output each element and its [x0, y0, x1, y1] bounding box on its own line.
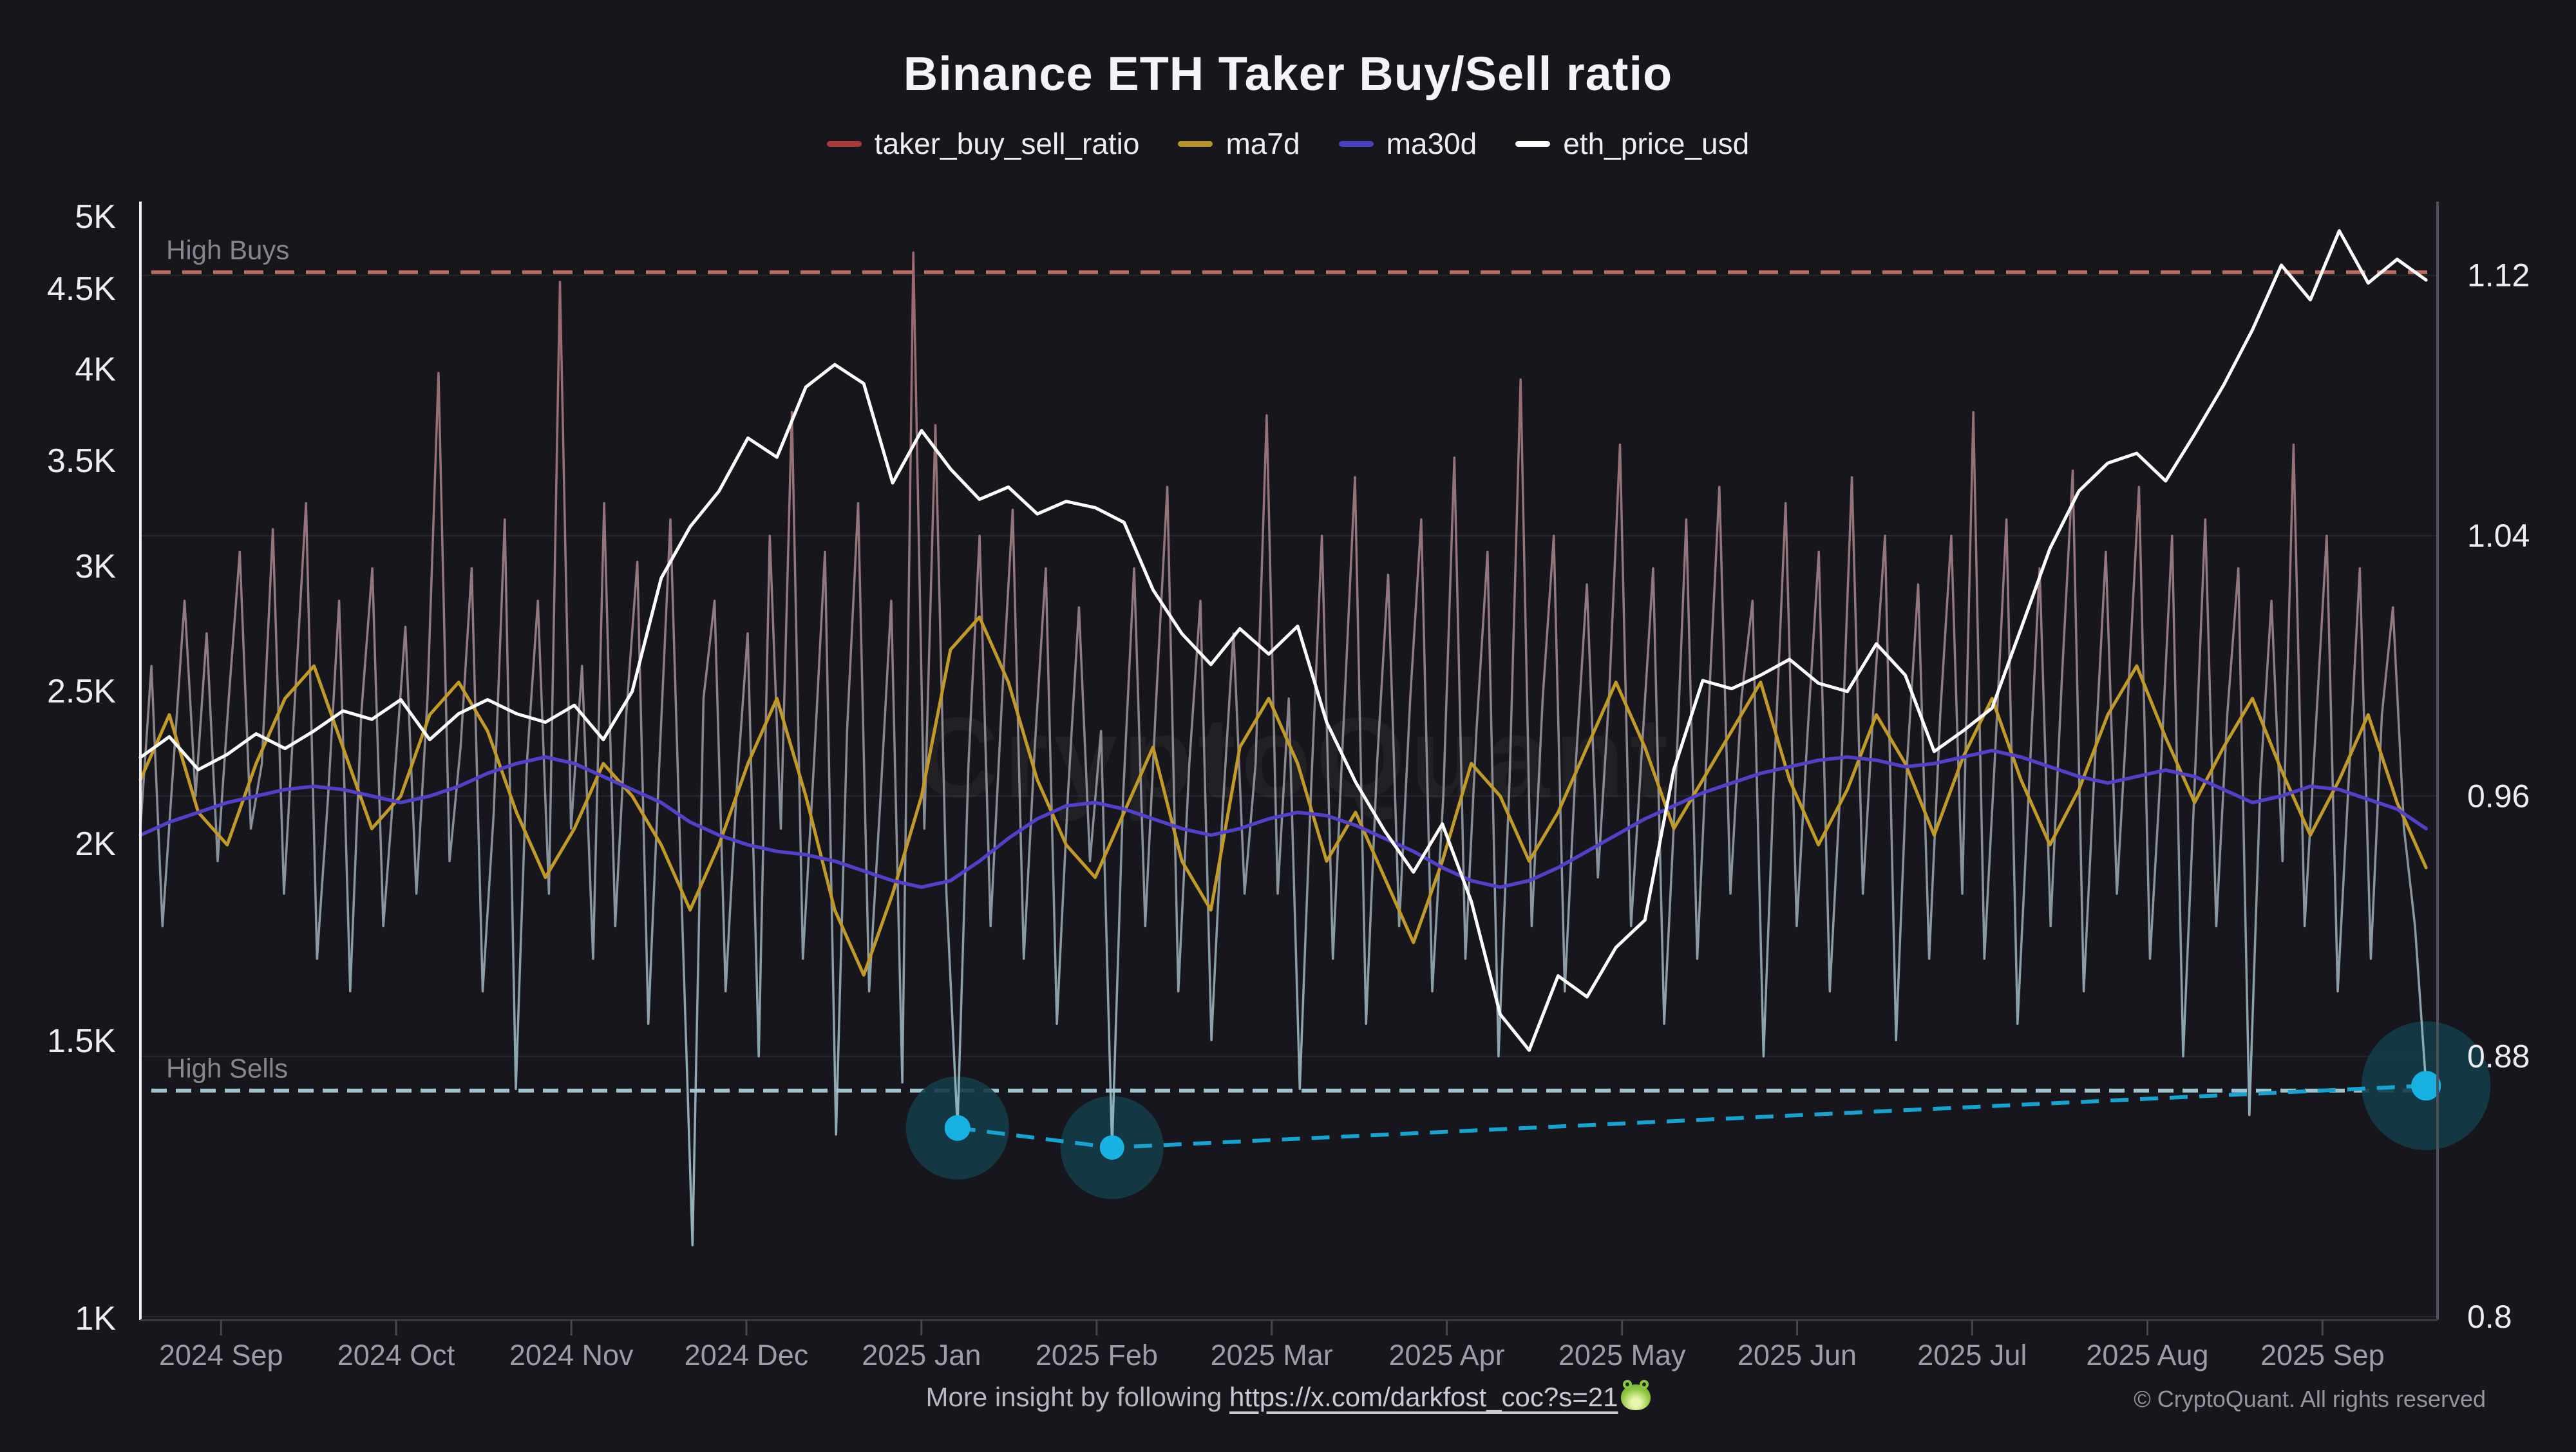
legend-swatch-eth_price_usd [1515, 140, 1551, 147]
month-label: 2025 Jul [1917, 1339, 2027, 1372]
month-label: 2025 Jan [862, 1339, 981, 1372]
right-axis-tick: 1.12 [2467, 258, 2530, 294]
left-axis-tick: 4K [75, 351, 116, 388]
high-sells-label: High Sells [166, 1053, 288, 1084]
legend-item-eth_price_usd[interactable]: eth_price_usd [1515, 126, 1749, 161]
legend-item-taker_buy_sell_ratio[interactable]: taker_buy_sell_ratio [826, 126, 1140, 161]
left-axis-tick: 5K [75, 198, 116, 236]
month-label: 2024 Dec [685, 1339, 809, 1372]
copyright: © CryptoQuant. All rights reserved [2134, 1386, 2486, 1412]
right-axis-tick: 0.88 [2467, 1039, 2530, 1075]
support-dot [944, 1115, 971, 1141]
month-label: 2025 Sep [2260, 1339, 2385, 1372]
legend-item-ma30d[interactable]: ma30d [1338, 126, 1477, 161]
series-ma7d [138, 615, 2428, 977]
footer-link[interactable]: https://x.com/darkfost_coc?s=21 [1229, 1382, 1618, 1412]
left-axis-tick: 1.5K [47, 1023, 116, 1060]
legend: taker_buy_sell_ratio ma7d ma30d eth_price_u… [0, 126, 2576, 161]
month-label: 2024 Nov [509, 1339, 634, 1372]
footer-text: More insight by following [925, 1382, 1230, 1412]
legend-label-ma7d: ma7d [1226, 127, 1300, 160]
right-axis-tick: 0.96 [2467, 778, 2530, 814]
month-label: 2025 Jun [1738, 1339, 1857, 1372]
legend-swatch-ma30d [1338, 140, 1374, 147]
footer: More insight by following https://x.com/… [0, 1380, 2576, 1413]
legend-label-ma30d: ma30d [1386, 127, 1477, 160]
month-label: 2025 Feb [1036, 1339, 1158, 1372]
left-axis-tick: 2K [75, 825, 116, 863]
month-label: 2025 May [1558, 1339, 1686, 1372]
legend-swatch-taker_buy_sell_ratio [826, 140, 862, 147]
legend-swatch-ma7d [1178, 140, 1213, 147]
legend-label-eth_price_usd: eth_price_usd [1563, 127, 1750, 160]
series-ma30d [138, 748, 2428, 889]
month-label: 2025 Apr [1389, 1339, 1505, 1372]
legend-item-ma7d[interactable]: ma7d [1178, 126, 1300, 161]
support-dot [1099, 1135, 1124, 1160]
support-dot [2411, 1071, 2441, 1101]
series-eth_price_usd [138, 229, 2428, 1052]
legend-label-taker_buy_sell_ratio: taker_buy_sell_ratio [874, 127, 1140, 160]
frog-emoji-icon [1620, 1380, 1651, 1410]
support-trendline [957, 1084, 2427, 1150]
series-taker_buy_sell_ratio [139, 251, 2427, 1247]
left-axis-tick: 3K [75, 548, 116, 585]
high-buys-label: High Buys [166, 235, 289, 265]
month-label: 2024 Sep [159, 1339, 283, 1372]
chart-title: Binance ETH Taker Buy/Sell ratio [903, 47, 1673, 100]
month-label: 2024 Oct [337, 1339, 455, 1372]
right-axis-tick: 0.8 [2467, 1299, 2512, 1335]
left-axis-tick: 1K [75, 1300, 116, 1337]
month-label: 2025 Mar [1211, 1339, 1333, 1372]
month-label: 2025 Aug [2086, 1339, 2208, 1372]
left-axis-tick: 4.5K [47, 270, 116, 308]
right-axis-tick: 1.04 [2467, 518, 2530, 554]
left-axis-tick: 3.5K [47, 442, 116, 480]
left-axis-tick: 2.5K [47, 673, 116, 710]
